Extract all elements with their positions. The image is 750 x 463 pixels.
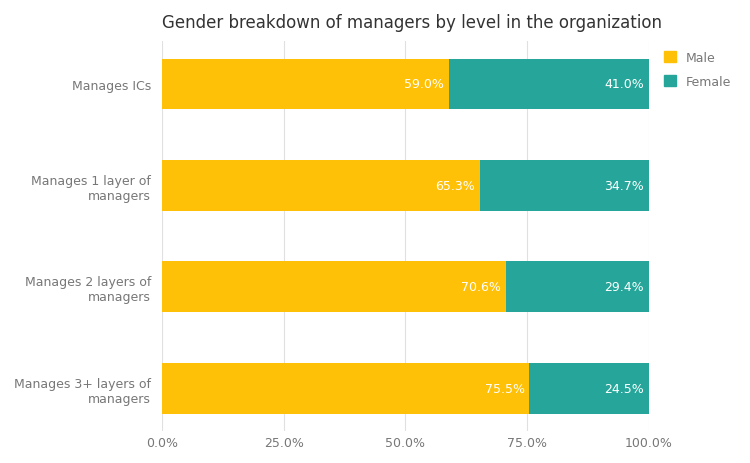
Text: Gender breakdown of managers by level in the organization: Gender breakdown of managers by level in… (162, 14, 662, 32)
Bar (449, 59, 649, 110)
Bar (162, 59, 449, 110)
Bar (480, 161, 649, 211)
Bar (530, 363, 649, 413)
Bar (162, 262, 506, 313)
Text: 41.0%: 41.0% (604, 78, 644, 91)
Text: 29.4%: 29.4% (604, 281, 644, 294)
Legend: Male, Female: Male, Female (660, 48, 735, 93)
Text: 34.7%: 34.7% (604, 180, 644, 193)
Text: 65.3%: 65.3% (435, 180, 475, 193)
Text: 24.5%: 24.5% (604, 382, 644, 395)
Text: 70.6%: 70.6% (460, 281, 501, 294)
Text: 75.5%: 75.5% (484, 382, 524, 395)
Bar (506, 262, 649, 313)
Bar (162, 363, 530, 413)
Text: 59.0%: 59.0% (404, 78, 444, 91)
Bar (162, 161, 480, 211)
